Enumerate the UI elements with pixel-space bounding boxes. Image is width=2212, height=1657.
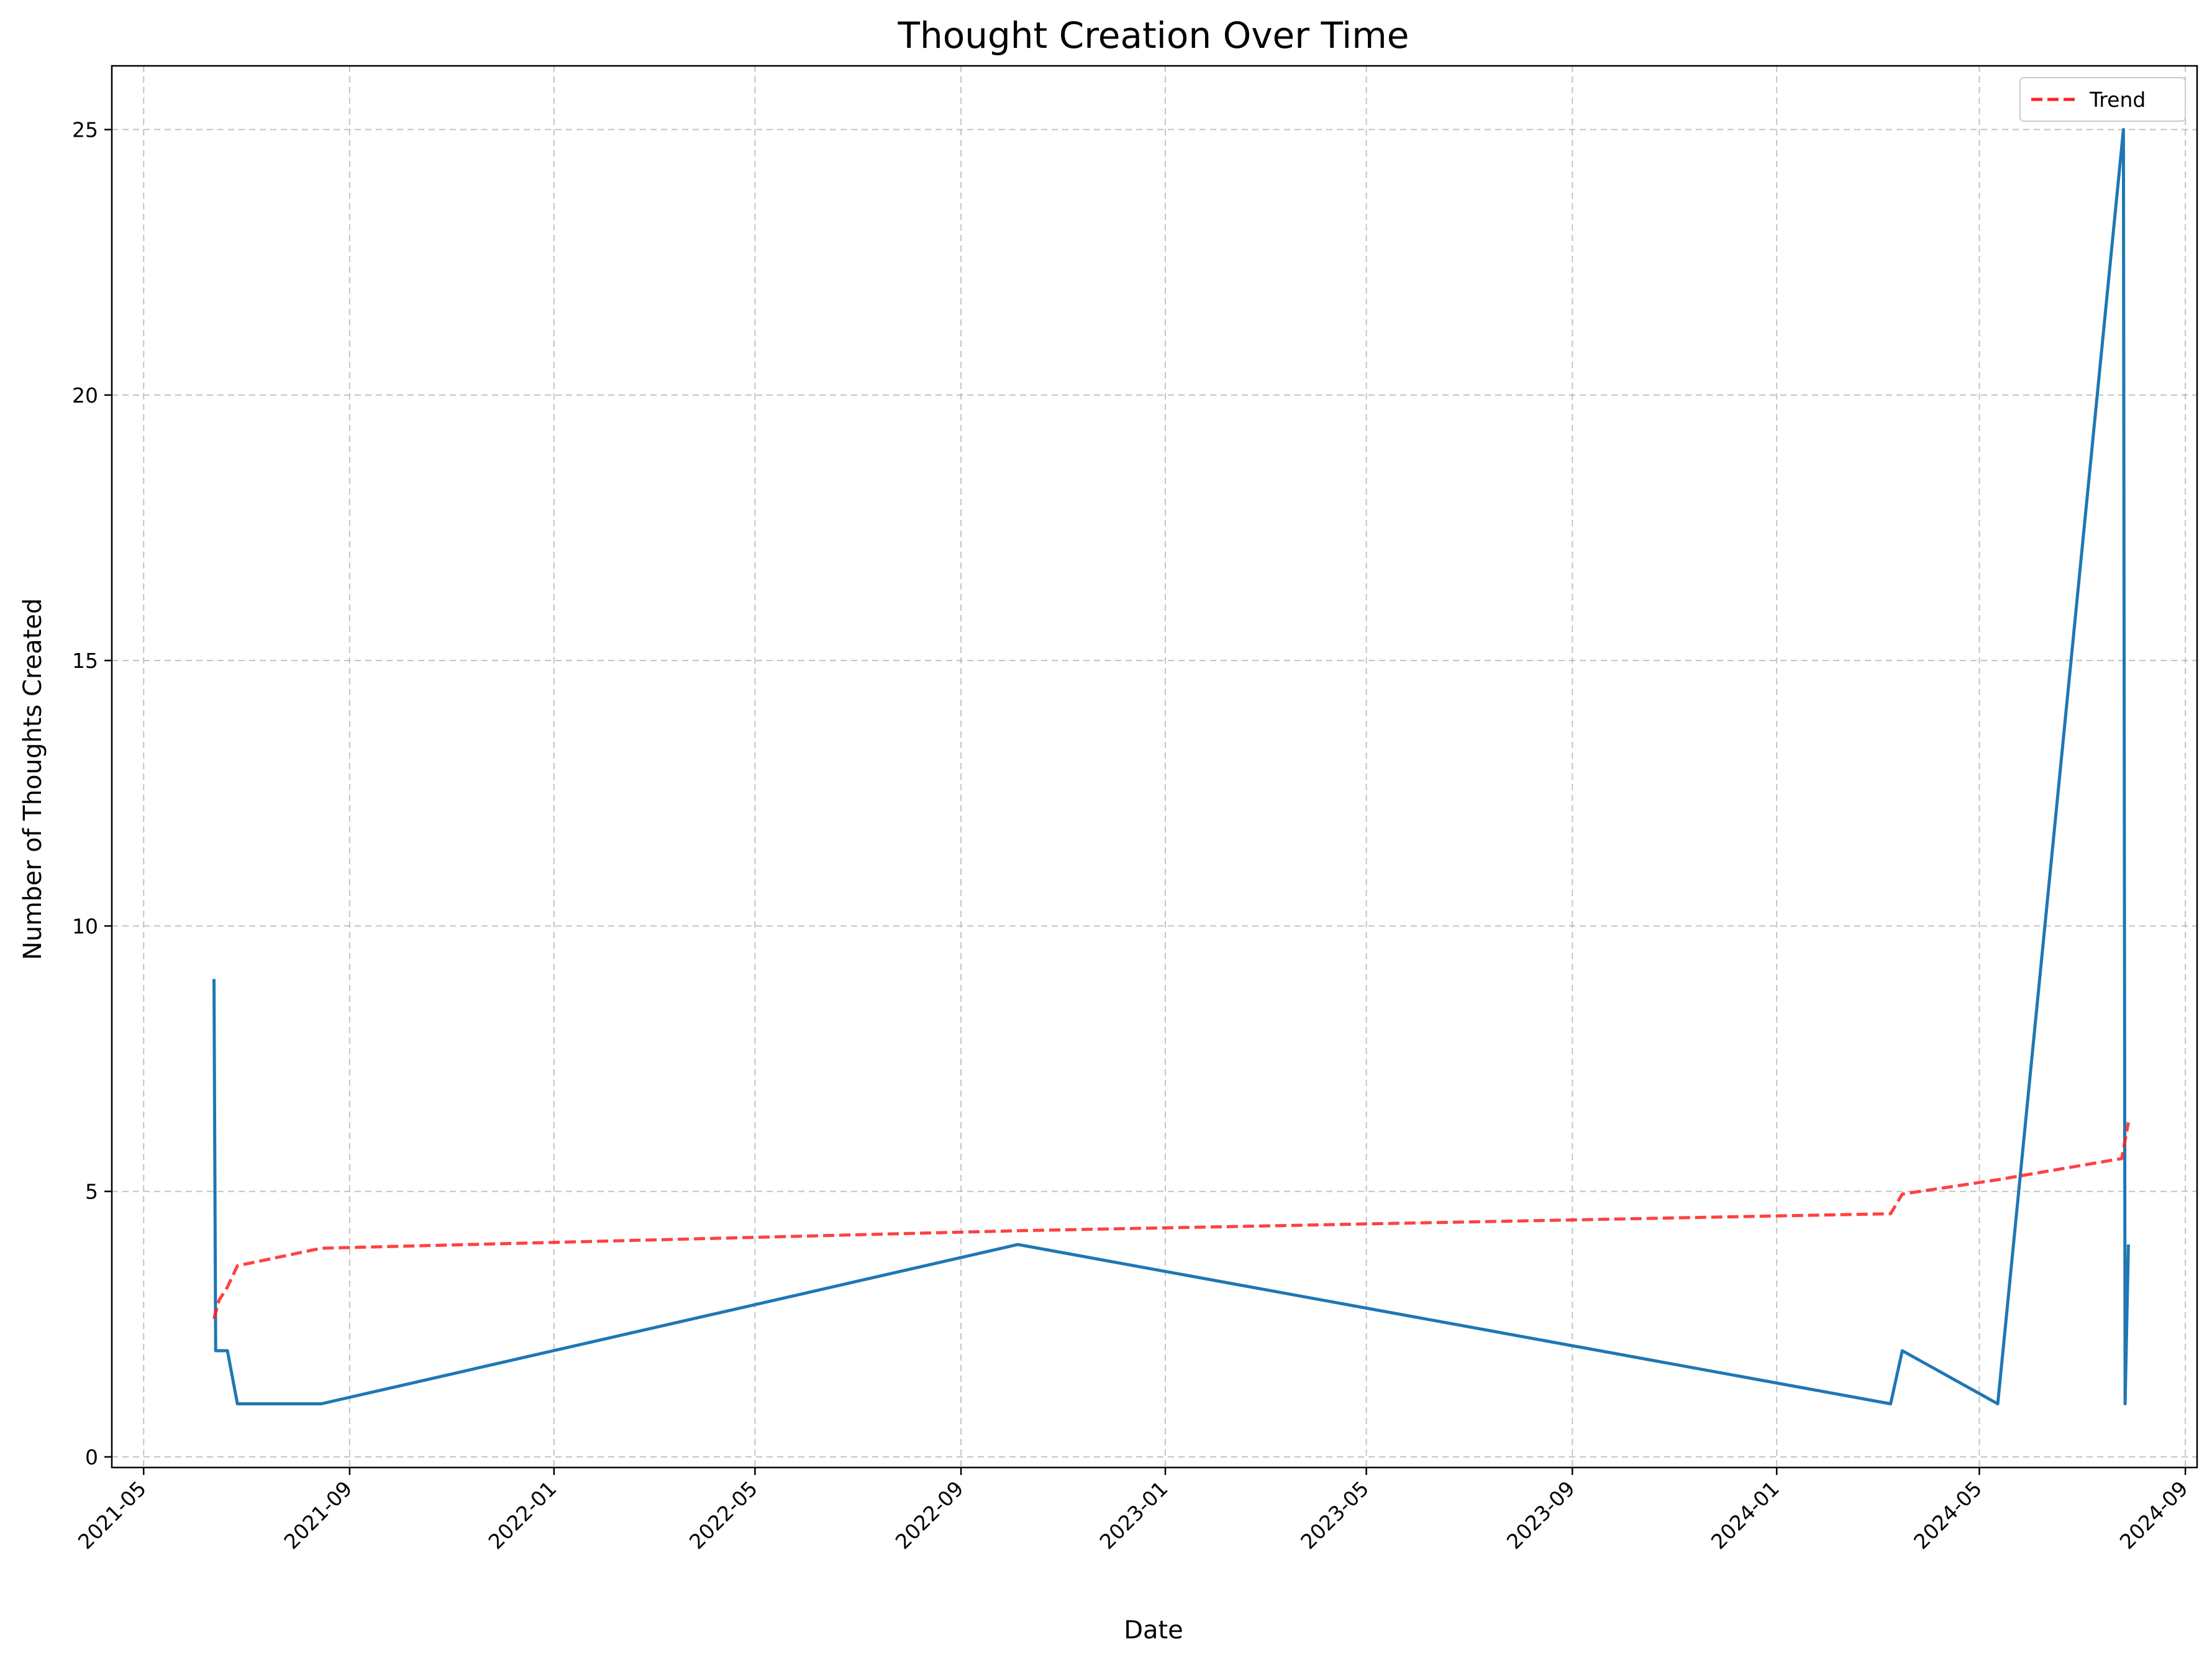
series-line-trend xyxy=(212,1122,2130,1320)
x-tick-label: 2021-05 xyxy=(73,1476,151,1554)
x-tick-label: 2024-05 xyxy=(1909,1476,1987,1554)
x-tick-label: 2024-01 xyxy=(1706,1476,1784,1554)
x-tick-label: 2022-09 xyxy=(891,1476,968,1554)
x-tick-label: 2023-01 xyxy=(1095,1476,1173,1554)
y-tick-label: 25 xyxy=(72,118,98,142)
y-tick-label: 0 xyxy=(85,1445,98,1469)
y-tick-label: 10 xyxy=(72,914,98,938)
legend-label: Trend xyxy=(2089,88,2146,112)
grid xyxy=(112,66,2197,1468)
x-tick-label: 2023-05 xyxy=(1296,1476,1373,1554)
x-tick-label: 2023-09 xyxy=(1502,1476,1580,1554)
y-tick-label: 15 xyxy=(72,649,98,673)
chart-title: Thought Creation Over Time xyxy=(898,14,1409,57)
axis-ticks: 2021-05 2021-09 2022-01 2022-05 2022-09 2023-… xyxy=(72,118,2193,1554)
legend: Trend xyxy=(2019,77,2186,122)
x-tick-label: 2022-05 xyxy=(685,1476,762,1554)
legend-box xyxy=(2019,77,2186,122)
y-axis-label: Number of Thoughts Created xyxy=(19,598,47,961)
series-line-1 xyxy=(212,128,2130,1405)
y-tick-label: 20 xyxy=(72,383,98,408)
y-tick-label: 5 xyxy=(85,1180,98,1204)
x-tick-label: 2024-09 xyxy=(2115,1476,2193,1554)
x-tick-label: 2022-01 xyxy=(483,1476,561,1554)
x-axis-label: Date xyxy=(1124,1616,1183,1645)
plot-frame xyxy=(111,65,2198,1469)
plot-series xyxy=(212,128,2130,1405)
x-tick-label: 2021-09 xyxy=(279,1476,357,1554)
